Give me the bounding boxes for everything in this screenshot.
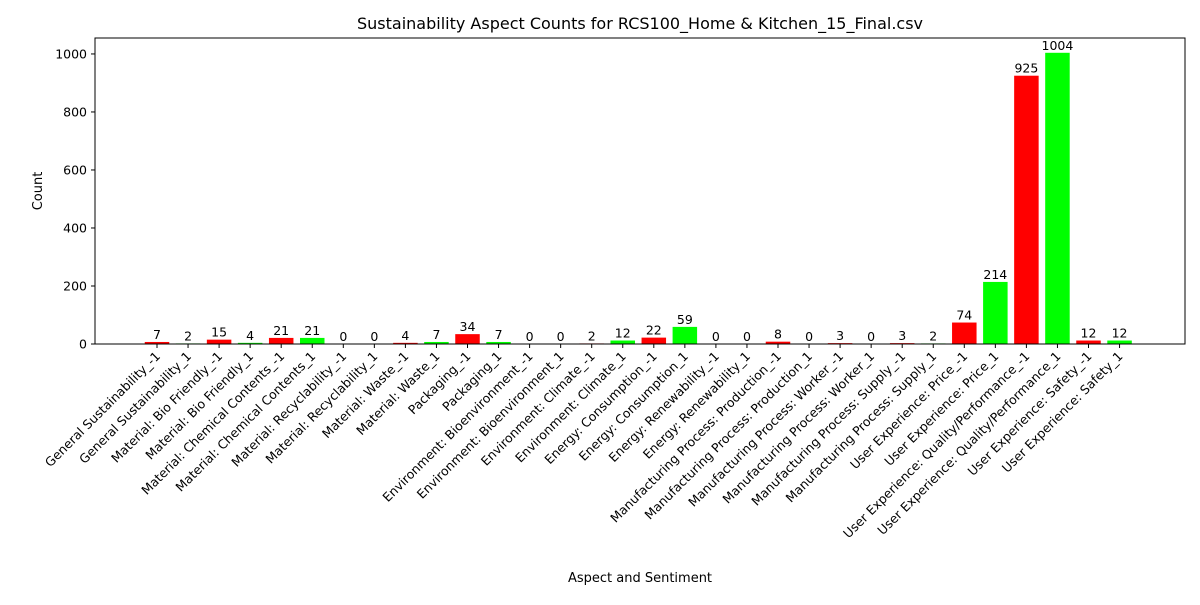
y-tick-label: 1000 bbox=[55, 46, 87, 61]
bar-value-label: 7 bbox=[153, 327, 161, 342]
bar bbox=[1014, 75, 1039, 344]
bar bbox=[300, 337, 325, 344]
bar-value-label: 2 bbox=[929, 328, 937, 343]
bar-labels-group: 7 2 15 4 21 21 0 0 4 7 34 7 0 0 2 12 22 59 0 0 8 0 3 0 3 2 74 214 92… bbox=[153, 38, 1127, 344]
bar bbox=[641, 337, 667, 344]
bar-value-label: 2 bbox=[184, 328, 192, 343]
y-axis-label: Count bbox=[31, 172, 46, 211]
bar bbox=[1045, 52, 1070, 344]
bar-value-label: 12 bbox=[1081, 326, 1097, 341]
bar bbox=[952, 322, 977, 344]
bar-value-label: 12 bbox=[615, 326, 631, 341]
bar bbox=[393, 342, 418, 344]
bar-value-label: 0 bbox=[867, 329, 875, 344]
bar-value-label: 7 bbox=[495, 327, 503, 342]
y-tick-label: 600 bbox=[63, 162, 87, 177]
chart-title: Sustainability Aspect Counts for RCS100_… bbox=[357, 14, 923, 34]
bar-value-label: 7 bbox=[432, 327, 440, 342]
bar-value-label: 4 bbox=[246, 328, 254, 343]
bar-value-label: 3 bbox=[836, 328, 844, 343]
bar bbox=[237, 342, 263, 344]
bar-value-label: 2 bbox=[588, 328, 596, 343]
bar bbox=[610, 340, 635, 344]
bar-value-label: 8 bbox=[774, 327, 782, 342]
bars-group bbox=[144, 52, 1132, 344]
y-tick-label: 400 bbox=[63, 220, 87, 235]
bar bbox=[486, 341, 511, 344]
bar-value-label: 12 bbox=[1112, 326, 1128, 341]
bar-value-label: 21 bbox=[273, 323, 289, 338]
bar-value-label: 1004 bbox=[1042, 38, 1074, 53]
bar bbox=[424, 341, 449, 344]
bar-value-label: 3 bbox=[898, 328, 906, 343]
bar bbox=[672, 326, 698, 344]
bar-value-label: 74 bbox=[956, 308, 972, 323]
bar-value-label: 22 bbox=[646, 323, 662, 338]
bar-value-label: 0 bbox=[526, 329, 534, 344]
bar-value-label: 21 bbox=[304, 323, 320, 338]
bar bbox=[1076, 340, 1101, 344]
x-axis-label: Aspect and Sentiment bbox=[568, 571, 712, 586]
bar bbox=[206, 339, 232, 344]
bar-value-label: 0 bbox=[712, 329, 720, 344]
bar-value-label: 15 bbox=[211, 325, 227, 340]
y-tick-label: 0 bbox=[79, 337, 87, 352]
bar-value-label: 0 bbox=[370, 329, 378, 344]
plot-frame bbox=[94, 37, 1186, 345]
bar-value-label: 0 bbox=[339, 329, 347, 344]
y-axis: 0 200 400 600 800 1000 bbox=[55, 46, 95, 352]
bar-value-label: 34 bbox=[460, 319, 476, 334]
bar bbox=[455, 334, 480, 344]
bar-value-label: 925 bbox=[1014, 61, 1038, 76]
bar-value-label: 0 bbox=[805, 329, 813, 344]
bar-value-label: 214 bbox=[983, 267, 1007, 282]
bar bbox=[1107, 340, 1132, 344]
bar bbox=[144, 341, 170, 344]
bar-value-label: 59 bbox=[677, 312, 693, 327]
bar bbox=[765, 341, 791, 344]
y-tick-label: 800 bbox=[63, 104, 87, 119]
bar-value-label: 0 bbox=[557, 329, 565, 344]
bar bbox=[268, 337, 294, 344]
bar-value-label: 0 bbox=[743, 329, 751, 344]
bar-value-label: 4 bbox=[401, 328, 409, 343]
bar bbox=[983, 281, 1008, 344]
y-tick-label: 200 bbox=[63, 278, 87, 293]
